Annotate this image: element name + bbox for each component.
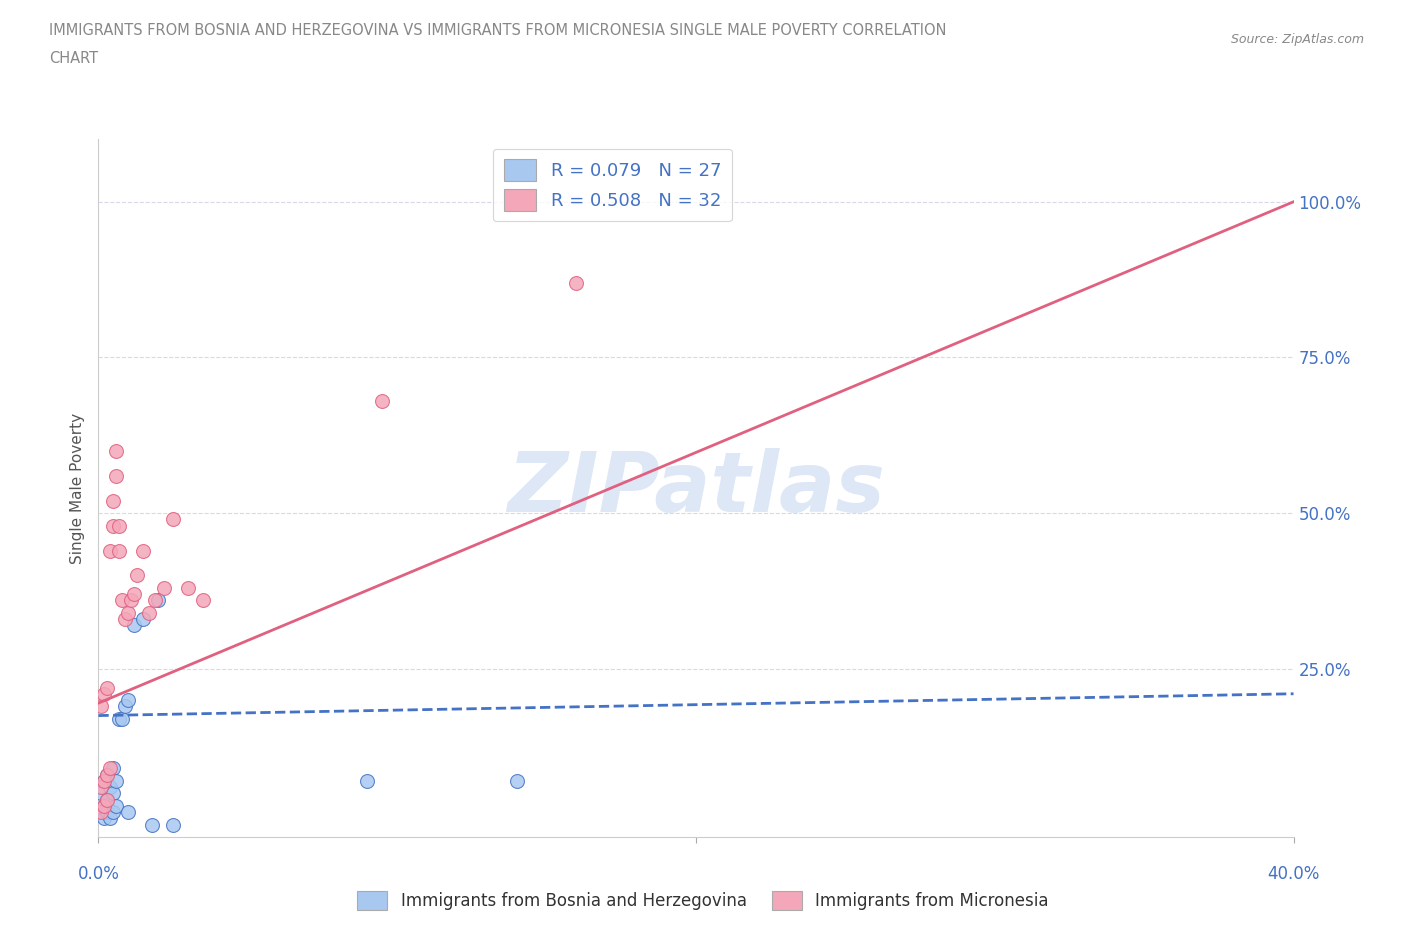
Point	[90, 804, 112, 819]
Point	[371, 393, 394, 408]
Point	[141, 817, 163, 832]
Text: 40.0%: 40.0%	[1267, 865, 1320, 883]
Legend: Immigrants from Bosnia and Herzegovina, Immigrants from Micronesia: Immigrants from Bosnia and Herzegovina, …	[350, 884, 1056, 917]
Point	[96, 792, 118, 807]
Point	[132, 543, 155, 558]
Point	[565, 275, 588, 290]
Point	[93, 686, 115, 701]
Point	[90, 698, 112, 713]
Point	[114, 612, 136, 627]
Point	[100, 543, 122, 558]
Text: IMMIGRANTS FROM BOSNIA AND HERZEGOVINA VS IMMIGRANTS FROM MICRONESIA SINGLE MALE: IMMIGRANTS FROM BOSNIA AND HERZEGOVINA V…	[49, 23, 946, 38]
Point	[138, 605, 160, 620]
Text: ZIPatlas: ZIPatlas	[508, 447, 884, 529]
Point	[148, 593, 170, 608]
Point	[506, 774, 529, 789]
Point	[103, 518, 125, 533]
Point	[93, 799, 115, 814]
Point	[90, 804, 112, 819]
Point	[93, 774, 115, 789]
Point	[96, 767, 118, 782]
Legend: R = 0.079   N = 27, R = 0.508   N = 32: R = 0.079 N = 27, R = 0.508 N = 32	[492, 149, 733, 221]
Point	[132, 612, 155, 627]
Point	[143, 593, 166, 608]
Point	[124, 618, 146, 632]
Text: 0.0%: 0.0%	[77, 865, 120, 883]
Point	[111, 593, 134, 608]
Point	[108, 711, 131, 726]
Point	[191, 593, 214, 608]
Point	[100, 761, 122, 776]
Point	[93, 799, 115, 814]
Point	[105, 799, 128, 814]
Point	[124, 587, 146, 602]
Point	[93, 774, 115, 789]
Point	[108, 543, 131, 558]
Point	[96, 804, 118, 819]
Point	[100, 811, 122, 826]
Y-axis label: Single Male Poverty: Single Male Poverty	[70, 413, 86, 564]
Point	[108, 518, 131, 533]
Point	[103, 786, 125, 801]
Point	[356, 774, 378, 789]
Point	[120, 593, 142, 608]
Point	[105, 444, 128, 458]
Point	[111, 711, 134, 726]
Point	[100, 779, 122, 794]
Text: Source: ZipAtlas.com: Source: ZipAtlas.com	[1230, 33, 1364, 46]
Point	[96, 767, 118, 782]
Point	[103, 493, 125, 508]
Point	[114, 698, 136, 713]
Text: CHART: CHART	[49, 51, 98, 66]
Point	[90, 779, 112, 794]
Point	[90, 786, 112, 801]
Point	[117, 605, 139, 620]
Point	[162, 817, 184, 832]
Point	[105, 469, 128, 484]
Point	[103, 761, 125, 776]
Point	[117, 693, 139, 708]
Point	[93, 811, 115, 826]
Point	[162, 512, 184, 526]
Point	[96, 792, 118, 807]
Point	[127, 568, 149, 583]
Point	[177, 580, 200, 595]
Point	[153, 580, 176, 595]
Point	[103, 804, 125, 819]
Point	[117, 804, 139, 819]
Point	[96, 680, 118, 695]
Point	[105, 774, 128, 789]
